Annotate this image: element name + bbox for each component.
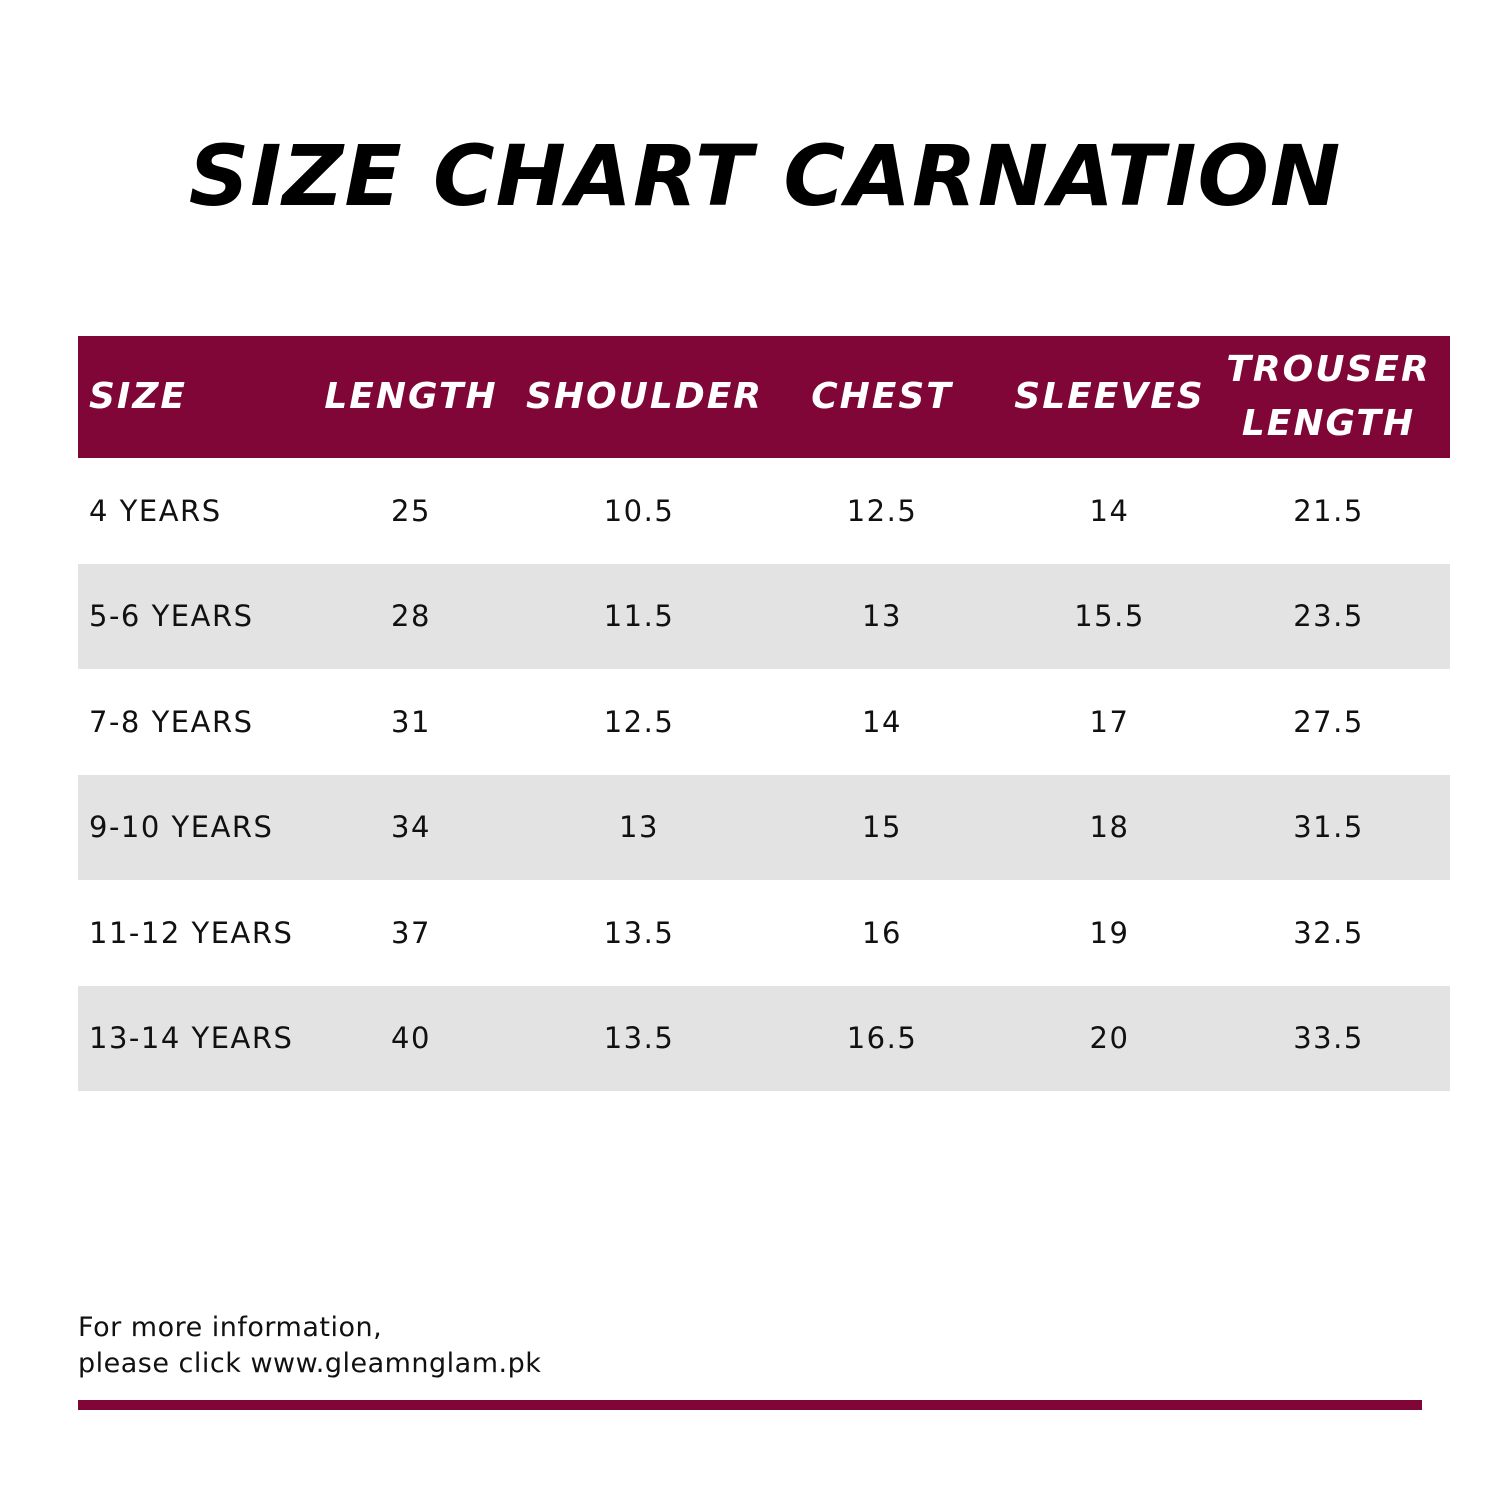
header-shoulder: SHOULDER: [526, 376, 764, 417]
cell-trouser-length: 32.5: [1293, 915, 1364, 950]
cell-trouser-length: 23.5: [1293, 599, 1364, 634]
cell-trouser-length: 33.5: [1293, 1021, 1364, 1056]
table-row: 7-8 YEARS 31 12.5 14 17 27.5: [78, 669, 1450, 775]
size-chart-table: SIZE LENGTH SHOULDER CHEST SLEEVES TROUS…: [78, 336, 1450, 1091]
cell-sleeves: 17: [1089, 704, 1130, 739]
cell-shoulder: 10.5: [603, 493, 675, 528]
cell-size: 5-6 YEARS: [89, 599, 254, 634]
cell-length: 37: [391, 915, 431, 950]
table-header-row: SIZE LENGTH SHOULDER CHEST SLEEVES TROUS…: [78, 336, 1450, 458]
header-trouser-length: TROUSER LENGTH: [1207, 343, 1450, 451]
cell-trouser-length: 21.5: [1293, 493, 1364, 528]
cell-length: 34: [391, 810, 431, 845]
header-trouser-line1: TROUSER: [1226, 349, 1431, 390]
cell-chest: 13: [862, 599, 902, 634]
cell-size: 7-8 YEARS: [89, 704, 254, 739]
cell-trouser-length: 27.5: [1293, 704, 1364, 739]
cell-size: 9-10 YEARS: [89, 810, 274, 845]
table-row: 9-10 YEARS 34 13 15 18 31.5: [78, 774, 1450, 880]
cell-sleeves: 14: [1089, 493, 1130, 528]
cell-chest: 14: [862, 704, 902, 739]
cell-length: 25: [391, 493, 431, 528]
table-row: 4 YEARS 25 10.5 12.5 14 21.5: [78, 458, 1450, 564]
header-length: LENGTH: [324, 376, 498, 417]
cell-trouser-length: 31.5: [1293, 810, 1364, 845]
footer-line-2[interactable]: please click www.gleamnglam.pk: [78, 1348, 542, 1379]
cell-length: 31: [391, 704, 431, 739]
cell-chest: 16: [862, 915, 902, 950]
cell-size: 4 YEARS: [89, 493, 222, 528]
cell-chest: 12.5: [846, 493, 918, 528]
cell-length: 40: [391, 1021, 431, 1056]
page-title: SIZE CHART CARNATION: [188, 127, 1342, 225]
cell-chest: 15: [862, 810, 902, 845]
table-row: 13-14 YEARS 40 13.5 16.5 20 33.5: [78, 985, 1450, 1091]
cell-shoulder: 11.5: [603, 599, 675, 634]
cell-shoulder: 13: [619, 810, 659, 845]
cell-shoulder: 13.5: [603, 1021, 675, 1056]
header-size: SIZE: [89, 376, 188, 417]
cell-length: 28: [391, 599, 431, 634]
cell-sleeves: 15.5: [1074, 599, 1145, 634]
cell-sleeves: 18: [1089, 810, 1130, 845]
header-sleeves: SLEEVES: [1014, 376, 1205, 417]
cell-chest: 16.5: [846, 1021, 918, 1056]
header-chest: CHEST: [811, 376, 953, 417]
cell-sleeves: 20: [1089, 1021, 1130, 1056]
footer-line-1: For more information,: [78, 1312, 383, 1343]
cell-size: 11-12 YEARS: [89, 915, 294, 950]
header-trouser-line2: LENGTH: [1241, 403, 1416, 444]
footer-note: For more information, please click www.g…: [78, 1310, 541, 1382]
cell-sleeves: 19: [1089, 915, 1130, 950]
cell-shoulder: 13.5: [603, 915, 675, 950]
cell-size: 13-14 YEARS: [89, 1021, 294, 1056]
cell-shoulder: 12.5: [603, 704, 675, 739]
footer-divider: [78, 1400, 1422, 1410]
table-row: 5-6 YEARS 28 11.5 13 15.5 23.5: [78, 563, 1450, 669]
table-row: 11-12 YEARS 37 13.5 16 19 32.5: [78, 880, 1450, 986]
